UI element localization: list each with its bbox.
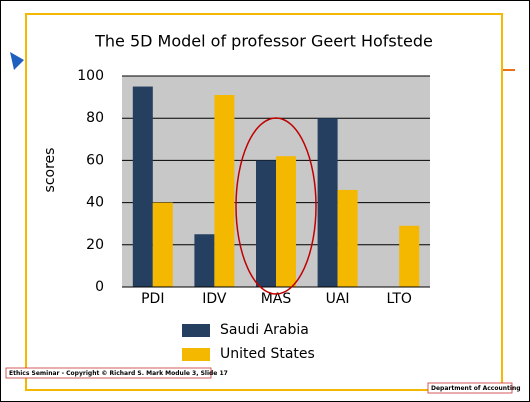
legend-label: Saudi Arabia [220, 322, 309, 338]
y-tick-label: 80 [86, 110, 104, 126]
x-tick-label: PDI [141, 291, 164, 307]
bar [194, 234, 215, 287]
bar [337, 189, 358, 287]
bar [399, 225, 420, 287]
x-tick-label: IDV [202, 291, 227, 307]
highlight-ellipse [235, 117, 317, 295]
footer-box [427, 382, 513, 394]
legend-swatch [182, 348, 210, 361]
chart-title: The 5D Model of professor Geert Hofstede [94, 32, 433, 51]
legend-label: United States [220, 346, 315, 362]
footer-left: Ethics Seminar - Copyright © Richard S. … [9, 370, 228, 377]
bar [317, 118, 338, 287]
x-tick-label: MAS [261, 291, 292, 307]
logo [10, 52, 24, 70]
legend-swatch [182, 324, 210, 337]
x-tick-label: LTO [386, 291, 411, 307]
y-tick-label: 20 [86, 237, 104, 253]
y-tick-label: 60 [86, 152, 104, 168]
footer-right: Department of Accounting [431, 385, 521, 392]
bar [256, 160, 276, 287]
x-tick-label: UAI [326, 291, 350, 307]
footer-box [5, 367, 212, 379]
y-axis-label: scores [42, 148, 58, 193]
y-tick-label: 0 [95, 279, 104, 295]
y-tick-label: 100 [77, 68, 104, 84]
bar [152, 202, 173, 287]
y-tick-label: 40 [86, 195, 104, 211]
bar [132, 86, 153, 287]
bar [214, 94, 235, 288]
bar [276, 156, 296, 287]
